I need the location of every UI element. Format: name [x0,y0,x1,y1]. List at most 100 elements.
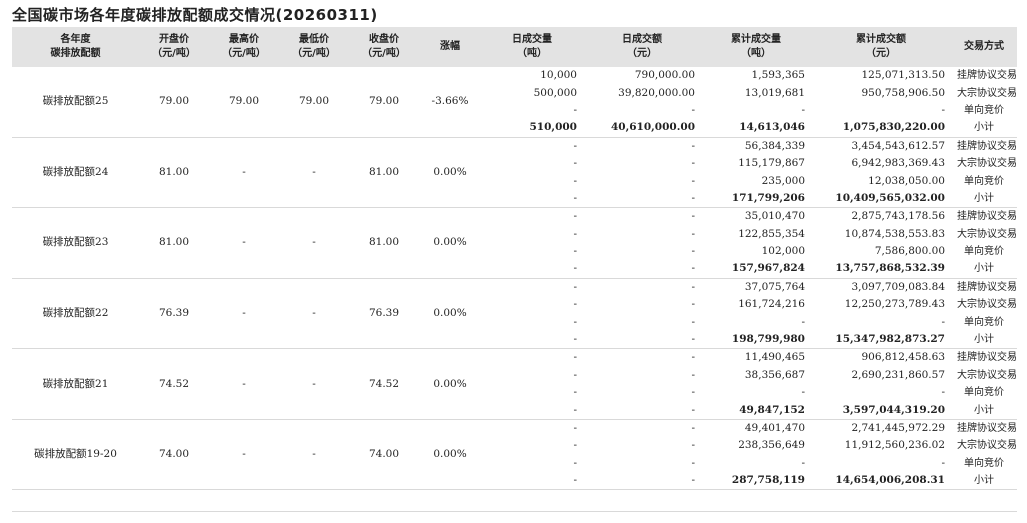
cumulative-amount-cell: 15,347,982,873.27 [811,330,951,350]
daily-amount-cell: - [691,157,695,170]
daily-volume-cell: - [481,330,583,350]
cumulative-volume-cell: 238,356,649 [738,439,805,452]
table-row: 碳排放配额22 76.39- -76.39 0.00% - -37,075,764 3,09… [12,278,1017,350]
cumulative-amount-cell: 950,758,906.50 [861,86,946,99]
daily-volume-cell: - [573,174,577,187]
cumulative-volume-cell: 11,490,465 [744,351,805,364]
close-price-cell: 81.00 [349,207,419,279]
cumulative-volume-cell: 38,356,687 [744,368,805,381]
table-row: 碳排放配额25 79.00 79.00 79.00 79.00 -3.66% 10,000 7… [12,67,1017,138]
daily-amount-cell: - [691,210,695,223]
column-header-line1: 各年度 [60,34,91,45]
daily-amount-cell: 790,000.00 [634,69,695,82]
table-row: - - - - 单向竞价 [12,313,1017,330]
column-header: 涨幅 [419,27,481,67]
high-price-cell: - [209,278,279,350]
daily-volume-cell: - [573,280,577,293]
daily-amount-cell: - [691,103,695,116]
daily-amount-cell: - [583,260,701,279]
cumulative-volume-cell: 14,613,046 [701,119,811,138]
cumulative-volume-cell: 35,010,470 [744,210,805,223]
daily-amount-cell: - [691,439,695,452]
cumulative-amount-cell: 13,757,868,532.39 [811,260,951,279]
table-row: - - 122,855,354 10,874,538,553.83 大宗协议交易 [12,226,1017,243]
table-row: 碳排放配额23 81.00- -81.00 0.00% - -35,010,470 2,87… [12,207,1017,279]
daily-volume-cell: 10,000 [540,69,577,82]
daily-volume-cell: - [481,189,583,209]
cumulative-volume-cell: 198,799,980 [701,330,811,350]
daily-amount-cell: - [691,351,695,364]
cumulative-volume-cell: 37,075,764 [744,280,805,293]
table-row: - - 161,724,216 12,250,273,789.43 大宗协议交易 [12,296,1017,313]
daily-volume-cell: - [481,471,583,491]
high-price-cell: - [209,137,279,209]
column-header: 最高价 （元/吨） [209,27,279,67]
table-row: - - 115,179,867 6,942,983,369.43 大宗协议交易 [12,155,1017,172]
trade-method-cell: 挂牌协议交易 [957,352,1017,364]
daily-volume-cell: - [573,227,577,240]
column-header-line2: 碳排放配额 [50,48,101,59]
change-cell: 0.00% [419,419,481,491]
change-cell: 0.00% [419,278,481,350]
cumulative-volume-cell: - [801,386,805,399]
table-body: 碳排放配额25 79.00 79.00 79.00 79.00 -3.66% 10,000 7… [12,67,1017,491]
column-header-line1: 累计成交额 [856,34,906,45]
cumulative-volume-cell: 1,593,365 [751,69,805,82]
table-row: 碳排放配额19-20 74.00- -74.00 0.00% - -49,401,470 2… [12,419,1017,491]
trade-method-cell: 单向竞价 [964,387,1004,399]
cumulative-volume-cell: - [801,103,805,116]
column-header-line2: （元） [866,48,896,59]
close-price-cell: 76.39 [349,278,419,350]
cumulative-volume-cell: 157,967,824 [701,260,811,279]
column-header: 累计成交量 （吨） [701,27,811,67]
cumulative-volume-cell: - [801,456,805,469]
trade-method-cell: 挂牌协议交易 [957,281,1017,293]
table-row: - -157,967,824 13,757,868,532.39 小计 [12,260,1017,279]
cumulative-volume-cell: 122,855,354 [738,227,805,240]
table-row: 碳排放配额21 74.52- -74.52 0.00% - -11,490,465 906,… [12,348,1017,420]
column-header-line1: 日成交量 [512,34,552,45]
column-header-line2: （元） [627,48,657,59]
quota-name-cell: 碳排放配额25 [12,67,139,138]
daily-amount-cell: - [691,368,695,381]
daily-amount-cell: - [691,386,695,399]
cumulative-volume-cell: 49,847,152 [701,401,811,420]
column-header: 最低价 （元/吨） [279,27,349,67]
table-row: - -198,799,980 15,347,982,873.27 小计 [12,330,1017,350]
column-header-line1: 最低价 [299,34,329,45]
cumulative-volume-cell: 56,384,339 [744,139,805,152]
high-price-cell: 79.00 [209,67,279,138]
cumulative-volume-cell: 13,019,681 [744,86,805,99]
table-row: - -287,758,119 14,654,006,208.31 小计 [12,471,1017,491]
trade-method-cell: 大宗协议交易 [957,440,1017,452]
column-header-line2: （吨） [741,48,771,59]
column-header-line2: （元/吨） [222,48,266,59]
column-header-line1: 开盘价 [159,34,189,45]
trade-method-cell: 小计 [951,119,1017,138]
low-price-cell: - [279,207,349,279]
cumulative-amount-cell: 10,409,565,032.00 [811,189,951,209]
daily-amount-cell: - [583,189,701,209]
high-price-cell: - [209,419,279,491]
cumulative-amount-cell: 3,097,709,083.84 [851,280,945,293]
cumulative-amount-cell: - [941,386,945,399]
cumulative-amount-cell: - [941,103,945,116]
cumulative-amount-cell: 11,912,560,236.02 [844,439,945,452]
high-price-cell: - [209,207,279,279]
table-row: 510,000 40,610,000.00 14,613,046 1,075,830,… [12,119,1017,138]
trade-method-cell: 小计 [951,401,1017,420]
daily-amount-cell: - [691,298,695,311]
daily-volume-cell: - [573,439,577,452]
daily-volume-cell: - [573,386,577,399]
quota-name-cell: 碳排放配额21 [12,348,139,420]
low-price-cell: - [279,278,349,350]
trade-method-cell: 单向竞价 [964,246,1004,258]
column-header-line2: （吨） [517,48,547,59]
daily-amount-cell: - [691,422,695,434]
daily-amount-cell: 39,820,000.00 [618,86,695,99]
cumulative-amount-cell: 906,812,458.63 [861,351,946,364]
column-header-line1: 日成交额 [622,34,662,45]
daily-volume-cell: 510,000 [481,119,583,138]
page-title: 全国碳市场各年度碳排放配额成交情况(20260311) [12,6,378,24]
column-header: 开盘价 （元/吨） [139,27,209,67]
